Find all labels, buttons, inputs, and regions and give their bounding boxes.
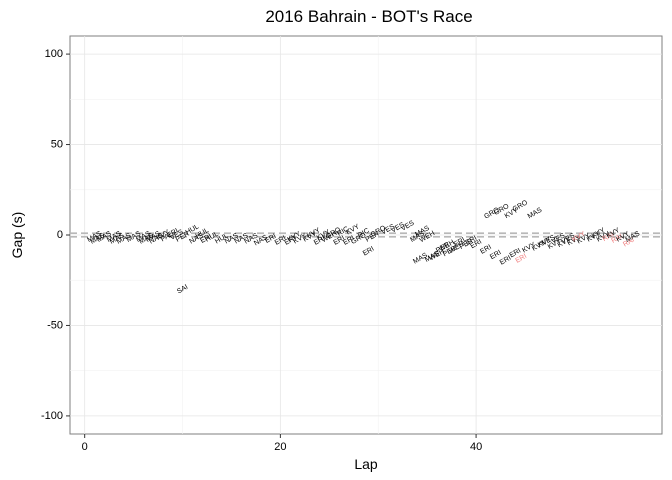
data-point-label: ERI	[264, 233, 278, 245]
data-point-label: ERI	[465, 235, 479, 247]
data-point-label: ERI	[362, 246, 376, 258]
data-point-label: ERI	[499, 255, 513, 267]
x-tick-label: 20	[274, 441, 286, 453]
chart-title: 2016 Bahrain - BOT's Race	[265, 7, 472, 26]
data-point-label: SAI	[176, 284, 189, 296]
y-tick-label: 100	[45, 48, 63, 60]
data-point-label: ERI	[313, 235, 327, 247]
data-point-label: ERI	[509, 247, 523, 259]
y-tick-label: -100	[41, 410, 63, 422]
x-axis-title: Lap	[354, 456, 378, 472]
data-point-label: ERI	[332, 235, 346, 247]
y-axis-title: Gap (s)	[9, 212, 25, 259]
data-point-label: ERI	[284, 235, 298, 247]
grid	[70, 36, 662, 434]
data-point-label: ERI	[479, 244, 493, 256]
y-tick-label: 50	[51, 138, 63, 150]
data-point-label: ERI	[342, 235, 356, 247]
data-point-label: ERI	[199, 233, 213, 245]
data-point-label: RAI	[610, 233, 624, 245]
data-point-label: ERI	[166, 228, 180, 240]
data-point-label: ERI	[489, 249, 503, 261]
data-point-label: RAI	[602, 231, 616, 243]
data-point-label: RAI	[622, 237, 636, 249]
data-point-label: ERI	[514, 253, 528, 265]
y-tick-label: 0	[57, 229, 63, 241]
data-point-label: ERI	[274, 235, 288, 247]
y-tick-label: -50	[47, 319, 63, 331]
x-tick-label: 0	[82, 441, 88, 453]
x-tick-label: 40	[470, 441, 482, 453]
data-point-label: ERI	[453, 237, 467, 249]
data-point-label: ERI	[469, 238, 483, 250]
axes: -100 -50 0 50 100 0 20 40	[41, 48, 482, 453]
